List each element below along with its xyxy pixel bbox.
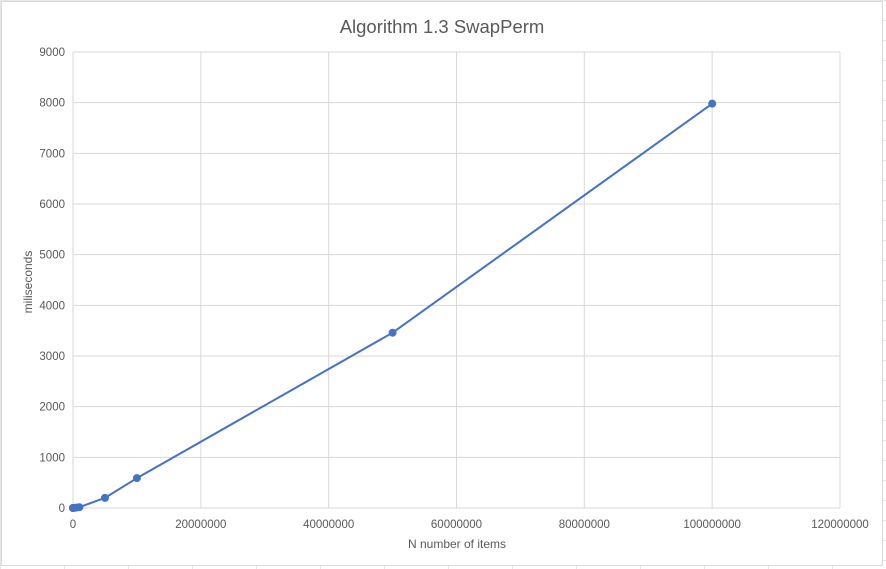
- y-tick-label: 6000: [39, 199, 65, 211]
- x-tick-label: 80000000: [559, 519, 610, 531]
- y-axis-ticks: 0 1000 2000 3000 4000 5000 6000 7000 8000 9000: [39, 47, 65, 515]
- gridlines: [72, 51, 841, 509]
- x-tick-label: 60000000: [431, 519, 482, 531]
- chart-title: Algorithm 1.3 SwapPerm: [340, 16, 545, 37]
- y-axis-title: miliseconds: [21, 251, 35, 314]
- x-tick-label: 0: [70, 519, 76, 531]
- y-tick-label: 4000: [39, 300, 65, 312]
- y-tick-label: 8000: [39, 98, 65, 110]
- data-point[interactable]: [100, 493, 109, 502]
- x-axis-ticks: 0 20000000 40000000 60000000 80000000 1000000…: [70, 519, 869, 531]
- y-tick-label: 5000: [39, 250, 65, 262]
- data-point[interactable]: [388, 328, 397, 337]
- data-point[interactable]: [75, 503, 84, 512]
- y-tick-label: 9000: [39, 47, 65, 59]
- x-tick-label: 20000000: [175, 519, 226, 531]
- y-tick-label: 0: [59, 503, 65, 515]
- y-tick-label: 3000: [39, 351, 65, 363]
- y-tick-label: 1000: [39, 452, 65, 464]
- series-layer: [69, 99, 717, 512]
- y-tick-label: 2000: [39, 402, 65, 414]
- x-axis-title: N number of items: [408, 537, 506, 551]
- x-tick-label: 100000000: [683, 519, 741, 531]
- y-tick-label: 7000: [39, 148, 65, 160]
- x-tick-label: 40000000: [303, 519, 354, 531]
- series-line: [72, 102, 713, 509]
- x-tick-label: 120000000: [811, 519, 869, 531]
- data-point[interactable]: [708, 99, 717, 108]
- data-point[interactable]: [132, 474, 141, 483]
